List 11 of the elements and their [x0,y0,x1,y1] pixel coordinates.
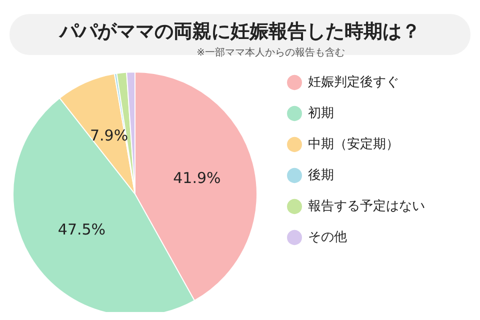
data-label: 47.5% [58,220,106,238]
legend-label: 中期（安定期） [308,136,399,152]
legend-label: 妊娠判定後すぐ [308,75,399,90]
data-label: 41.9% [173,168,221,187]
legend-label: 報告する予定はない [308,199,425,214]
chart-subtitle: ※一部ママ本人からの報告も含む [196,46,346,58]
data-label: 7.9% [90,126,128,145]
legend-label: 後期 [308,168,334,183]
legend-label: 初期 [308,106,334,121]
chart-title: パパがママの両親に妊娠報告した時期は？ [58,20,420,42]
legend-label: その他 [308,230,347,245]
